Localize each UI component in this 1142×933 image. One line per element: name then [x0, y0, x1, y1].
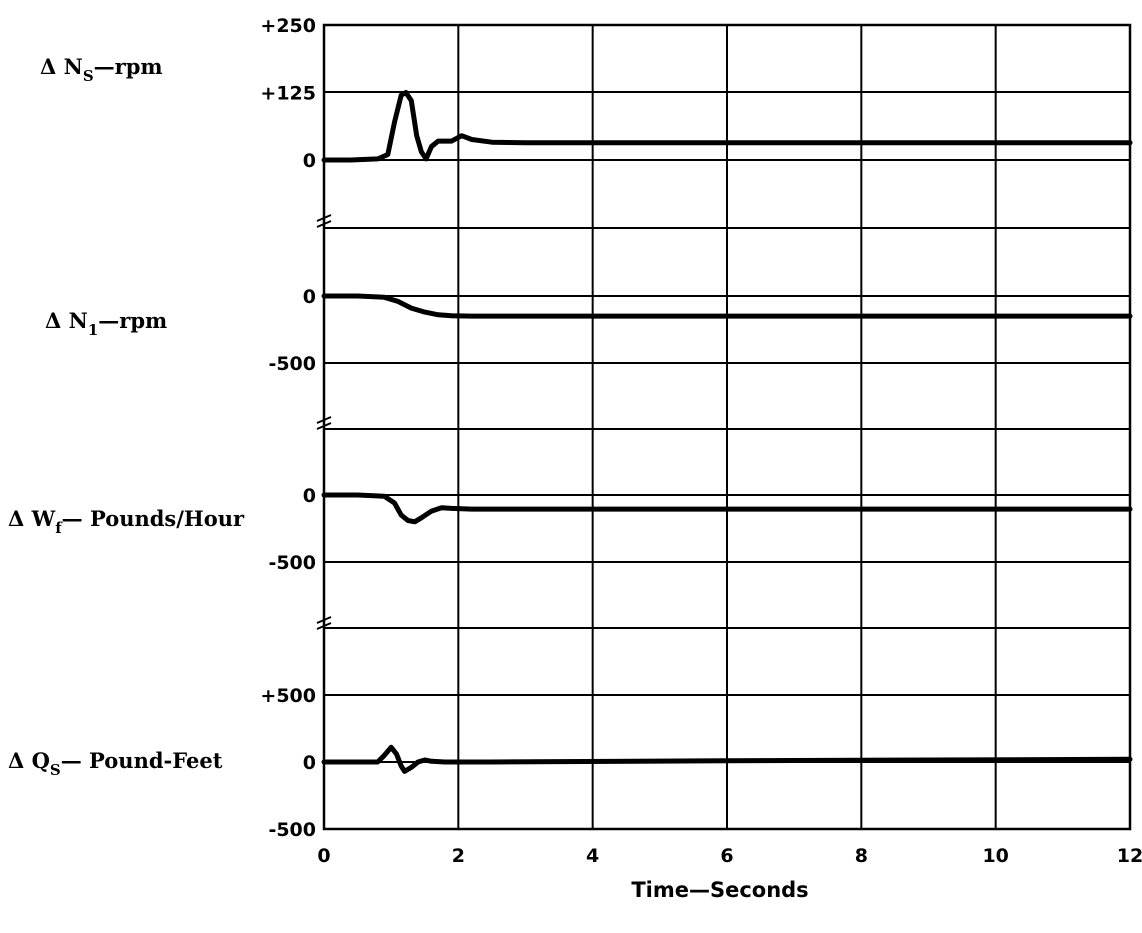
y-tick-label: 0	[303, 752, 316, 774]
y-label-main: Δ W	[8, 506, 56, 531]
x-tick-label: 2	[452, 845, 465, 867]
x-tick-label: 10	[982, 845, 1008, 867]
y-label-subscript: S	[50, 761, 61, 779]
axis-break-stroke	[316, 622, 332, 630]
y-tick-label: +125	[260, 83, 316, 105]
x-tick-label: 0	[317, 845, 330, 867]
panel-1: Δ NS—rpm +250 +125 0	[40, 15, 1133, 172]
axis-break-mark	[316, 616, 332, 630]
series-line	[321, 293, 1133, 319]
y-tick-label: +250	[260, 15, 316, 37]
x-tick-label: 8	[855, 845, 868, 867]
y-label-main: Δ N	[45, 308, 88, 333]
series-line	[321, 492, 1133, 525]
x-tick-label: 12	[1117, 845, 1142, 867]
y-label-subscript: S	[83, 67, 94, 85]
y-tick-label: -500	[268, 819, 316, 841]
y-tick-label: 0	[303, 286, 316, 308]
x-ticks: 0 2 4 6 8 10 12	[317, 845, 1142, 867]
y-label-unit: —rpm	[98, 308, 167, 333]
x-axis-label: Time—Seconds	[631, 878, 808, 902]
axis-break-stroke	[316, 416, 332, 424]
x-tick-label: 6	[720, 845, 733, 867]
axis-break-stroke	[316, 214, 332, 222]
y-label-unit: — Pounds/Hour	[62, 506, 245, 531]
x-tick-label: 4	[586, 845, 599, 867]
y-label-main: Δ Q	[8, 748, 50, 773]
y-label-subscript: f	[55, 519, 63, 537]
y-tick-label: 0	[303, 150, 316, 172]
y-tick-label: +500	[260, 685, 316, 707]
axis-break-mark	[316, 416, 332, 430]
grid	[316, 25, 1130, 829]
y-label-unit: —rpm	[94, 54, 163, 79]
axis-break-stroke	[316, 220, 332, 228]
y-label-main: Δ N	[40, 54, 83, 79]
panel-4: Δ QS— Pound-Feet +500 0 -500	[8, 685, 1133, 841]
axis-break-stroke	[316, 616, 332, 624]
series-line	[321, 744, 1133, 774]
axis-break-stroke	[316, 422, 332, 430]
y-axis-label: Δ Wf— Pounds/Hour	[8, 506, 245, 537]
series-line	[321, 90, 1133, 163]
axis-break-mark	[316, 214, 332, 228]
y-label-subscript: 1	[88, 321, 98, 339]
y-tick-label: -500	[268, 353, 316, 375]
panel-2: Δ N1—rpm 0 -500	[45, 286, 1133, 375]
y-label-unit: — Pound-Feet	[61, 748, 223, 773]
y-axis-label: Δ NS—rpm	[40, 54, 163, 85]
y-axis-label: Δ N1—rpm	[45, 308, 167, 339]
panel-3: Δ Wf— Pounds/Hour 0 -500	[8, 485, 1133, 574]
y-axis-label: Δ QS— Pound-Feet	[8, 748, 223, 779]
y-tick-label: 0	[303, 485, 316, 507]
y-tick-label: -500	[268, 552, 316, 574]
